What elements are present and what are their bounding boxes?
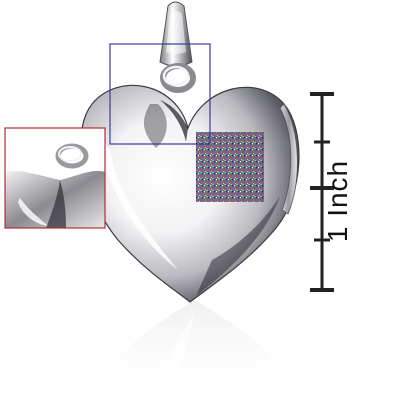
- jump-ring: [160, 63, 196, 93]
- bail-loop: [159, 1, 193, 67]
- scale-ruler: [310, 92, 334, 292]
- heart-reflection: [95, 300, 300, 400]
- inset-zoom-box: [4, 127, 106, 229]
- bail-detail-box: [109, 43, 211, 145]
- heart-locket: [80, 84, 300, 303]
- engraving-noise-patch: [196, 132, 264, 202]
- scale-ruler-label: 1 Inch: [322, 159, 353, 243]
